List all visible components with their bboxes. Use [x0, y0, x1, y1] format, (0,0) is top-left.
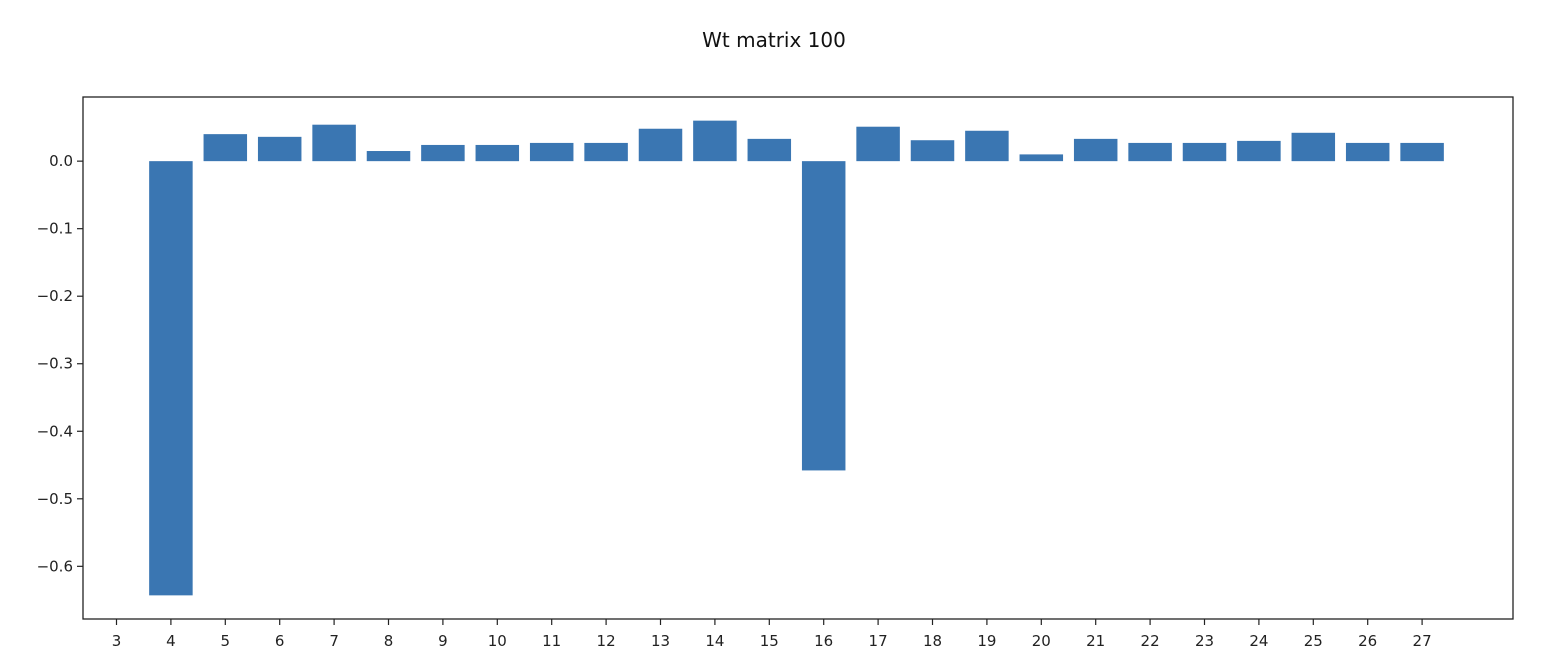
x-tick-label: 20	[1032, 632, 1051, 650]
bar-26	[1345, 142, 1390, 162]
bar-13	[638, 128, 683, 162]
x-tick-label: 12	[597, 632, 616, 650]
x-tick-label: 13	[651, 632, 670, 650]
x-tick-label: 10	[488, 632, 507, 650]
bar-6	[257, 136, 302, 162]
x-tick-label: 22	[1141, 632, 1160, 650]
bar-8	[366, 151, 411, 162]
x-tick-label: 23	[1195, 632, 1214, 650]
bar-4	[149, 161, 193, 596]
bar-21	[1073, 138, 1118, 162]
x-tick-label: 5	[221, 632, 231, 650]
x-tick-label: 24	[1249, 632, 1268, 650]
chart-title: Wt matrix 100	[702, 28, 846, 52]
bars-group	[149, 120, 1444, 596]
bar-23	[1182, 142, 1227, 162]
x-tick-label: 11	[542, 632, 561, 650]
bar-15	[747, 138, 792, 162]
x-tick-label: 27	[1413, 632, 1432, 650]
bar-9	[421, 144, 465, 162]
x-tick-label: 7	[329, 632, 339, 650]
x-tick-label: 18	[923, 632, 942, 650]
x-tick-label: 17	[869, 632, 888, 650]
y-tick-label: −0.1	[37, 220, 73, 238]
bar-22	[1128, 142, 1172, 162]
y-tick-label: −0.5	[37, 490, 73, 508]
bar-17	[856, 126, 900, 162]
y-tick-label: −0.3	[37, 355, 73, 373]
plot-frame	[82, 96, 1514, 620]
y-tick-label: 0.0	[49, 152, 73, 170]
x-tick-label: 16	[814, 632, 833, 650]
x-tick-label: 9	[438, 632, 448, 650]
x-tick-label: 8	[384, 632, 394, 650]
bar-7	[312, 124, 356, 162]
y-tick-label: −0.2	[37, 287, 73, 305]
x-tick-label: 19	[977, 632, 996, 650]
bar-27	[1400, 142, 1444, 162]
x-tick-label: 14	[705, 632, 724, 650]
x-tick-label: 15	[760, 632, 779, 650]
y-tick-label: −0.6	[37, 557, 73, 575]
x-tick-label: 21	[1086, 632, 1105, 650]
bar-16	[801, 161, 846, 471]
y-axis: 0.0 −0.1 −0.2 −0.3 −0.4 −0.5 −0.6	[37, 152, 83, 575]
bar-20	[1019, 154, 1064, 162]
y-tick-label: −0.4	[37, 422, 73, 440]
bar-25	[1291, 132, 1336, 162]
x-tick-label: 3	[112, 632, 122, 650]
bar-5	[203, 134, 248, 162]
x-tick-label: 26	[1358, 632, 1377, 650]
x-tick-label: 25	[1304, 632, 1323, 650]
bar-19	[965, 130, 1009, 162]
bar-11	[529, 142, 574, 162]
x-axis: 3 4 5 6 7 8 9 10 11 12 13 14 15 16 17 18 19 20 21 22 23 24 25 2…	[112, 619, 1432, 650]
bar-24	[1237, 140, 1281, 162]
bar-14	[693, 120, 737, 162]
bar-18	[910, 140, 955, 162]
x-tick-label: 4	[166, 632, 176, 650]
bar-12	[584, 142, 628, 162]
x-tick-label: 6	[275, 632, 285, 650]
bar-10	[475, 144, 520, 162]
